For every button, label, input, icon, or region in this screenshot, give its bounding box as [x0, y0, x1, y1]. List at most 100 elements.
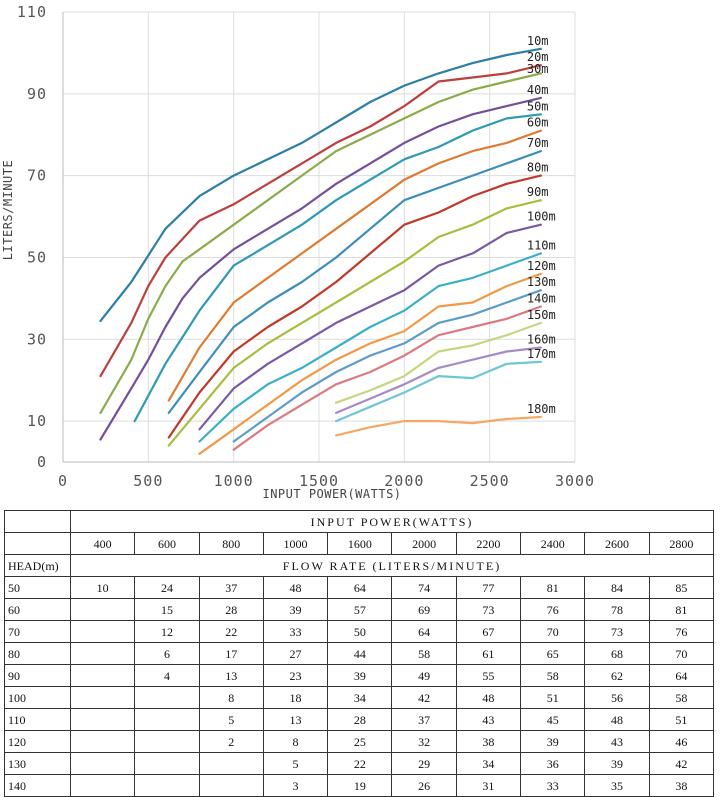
flow-rate-cell: 78	[584, 598, 650, 621]
flow-rate-cell: 34	[455, 752, 522, 775]
series-line-30m	[99, 72, 542, 414]
head-cell: 80	[4, 642, 71, 665]
series-label-50m: 50m	[527, 99, 549, 113]
table-row: 60 15 28 39 57 69 73 76 78 81	[4, 598, 715, 621]
chart-series	[99, 47, 542, 455]
flow-rate-cell: 74	[391, 576, 457, 599]
flow-rate-cell: 51	[520, 686, 586, 709]
watts-header-cell: 600	[134, 532, 200, 555]
flow-rate-cell: 58	[648, 686, 715, 709]
flow-rate-cell: 48	[584, 708, 650, 731]
flow-rate-table-body: INPUT POWER(WATTS) 400 600 800 1000 1600 2000…	[4, 510, 715, 797]
series-line-160m	[335, 346, 542, 414]
flow-rate-cell: 64	[391, 620, 457, 643]
flow-rate-cell: 37	[198, 576, 264, 599]
flow-rate-cell: 22	[198, 620, 264, 643]
series-label-150m: 150m	[527, 308, 556, 322]
table-row: 80 6 17 27 44 58 61 65 68 70	[4, 642, 715, 665]
watts-header-cell: 400	[69, 532, 136, 555]
head-cell: 70	[4, 620, 71, 643]
flow-rate-cell: 8	[262, 730, 329, 753]
table-header-row-watts: 400 600 800 1000 1600 2000 2200 2400 2600 2800	[4, 532, 715, 555]
flow-rate-cell: 73	[455, 598, 522, 621]
series-label-70m: 70m	[527, 136, 549, 150]
flow-rate-cell: 61	[455, 642, 522, 665]
flow-rate-cell: 13	[198, 664, 264, 687]
series-line-170m	[335, 360, 542, 423]
flow-rate-cell: 26	[391, 774, 457, 797]
watts-header-cell: 1600	[327, 532, 393, 555]
head-cell: 50	[4, 576, 71, 599]
flow-rate-table: INPUT POWER(WATTS) 400 600 800 1000 1600 2000…	[4, 510, 715, 797]
flow-rate-cell	[69, 686, 136, 709]
x-tick-label: 1500	[299, 472, 339, 490]
watts-header-cell: 2000	[391, 532, 457, 555]
flow-rate-cell: 18	[262, 686, 329, 709]
table-header-row-power: INPUT POWER(WATTS)	[4, 510, 714, 533]
y-tick-label: 0	[37, 453, 47, 471]
series-line-70m	[167, 150, 542, 414]
flow-rate-cell: 67	[455, 620, 522, 643]
flow-rate-cell: 62	[584, 664, 650, 687]
flow-rate-cell	[198, 752, 264, 775]
table-row: 100 8 18 34 42 48 51 56 58	[4, 686, 715, 709]
series-label-180m: 180m	[527, 402, 556, 416]
head-cell: 120	[4, 730, 71, 753]
flow-rate-header: FLOW RATE (LITERS/MINUTE)	[70, 554, 714, 577]
table-row: 110 5 13 28 37 43 45 48 51	[4, 708, 715, 731]
flow-rate-cell: 22	[327, 752, 393, 775]
flow-rate-cell	[69, 598, 136, 621]
flow-rate-cell: 28	[327, 708, 393, 731]
series-label-60m: 60m	[527, 116, 549, 130]
flow-rate-cell: 42	[648, 752, 715, 775]
flow-rate-cell: 5	[198, 708, 264, 731]
flow-rate-cell: 55	[455, 664, 522, 687]
x-tick-label: 3000	[555, 472, 595, 490]
watts-header-cell: 1000	[262, 532, 329, 555]
flow-rate-cell: 73	[584, 620, 650, 643]
flow-rate-cell: 6	[134, 642, 200, 665]
flow-rate-cell: 77	[455, 576, 522, 599]
flow-rate-cell: 38	[455, 730, 522, 753]
watts-header-cell: 800	[198, 532, 264, 555]
flow-rate-cell: 34	[327, 686, 393, 709]
series-label-30m: 30m	[527, 62, 549, 76]
flow-rate-cell: 50	[327, 620, 393, 643]
table-row: 140 3 19 26 31 33 35 38	[4, 774, 715, 797]
flow-rate-cell	[69, 708, 136, 731]
series-line-90m	[167, 199, 542, 447]
series-label-40m: 40m	[527, 83, 549, 97]
series-label-20m: 20m	[527, 50, 549, 64]
flow-rate-cell	[134, 686, 200, 709]
y-tick-label: 30	[27, 330, 47, 348]
flow-rate-cell: 32	[391, 730, 457, 753]
series-label-120m: 120m	[527, 259, 556, 273]
flow-rate-cell: 29	[391, 752, 457, 775]
flow-rate-cell: 56	[584, 686, 650, 709]
flow-rate-cell: 43	[455, 708, 522, 731]
flow-rate-cell: 33	[262, 620, 329, 643]
series-line-120m	[198, 272, 542, 455]
flow-rate-cell: 23	[262, 664, 329, 687]
watts-header-cell: 2600	[584, 532, 650, 555]
head-cell: 140	[4, 774, 71, 797]
series-line-140m	[232, 305, 542, 451]
flow-rate-cell: 65	[520, 642, 586, 665]
series-label-140m: 140m	[527, 292, 556, 306]
flow-rate-cell: 10	[69, 576, 136, 599]
input-power-header: INPUT POWER(WATTS)	[70, 510, 714, 533]
series-line-180m	[335, 415, 542, 437]
head-cell: 60	[4, 598, 71, 621]
series-label-130m: 130m	[527, 275, 556, 289]
flow-rate-cell: 81	[648, 598, 715, 621]
flow-rate-cell	[69, 730, 136, 753]
x-tick-label: 1000	[214, 472, 254, 490]
flow-rate-cell: 36	[520, 752, 586, 775]
x-tick-label: 500	[133, 472, 163, 490]
flow-rate-cell: 39	[262, 598, 329, 621]
flow-rate-cell: 2	[198, 730, 264, 753]
series-label-170m: 170m	[527, 347, 556, 361]
flow-rate-cell: 57	[327, 598, 393, 621]
y-tick-label: 70	[27, 167, 47, 185]
